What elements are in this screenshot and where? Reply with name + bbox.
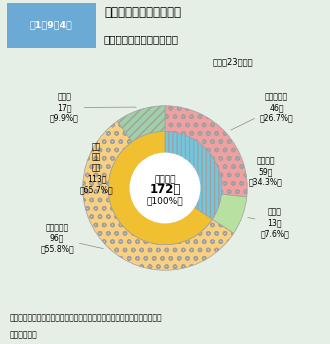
Text: 172人: 172人 xyxy=(149,183,181,196)
Circle shape xyxy=(130,153,200,223)
Text: 負傷者数: 負傷者数 xyxy=(154,175,176,184)
Text: 第1－9－4図: 第1－9－4図 xyxy=(30,20,73,29)
Text: 漏えい
17人
（9.9%）: 漏えい 17人 （9.9%） xyxy=(50,92,136,123)
Wedge shape xyxy=(83,121,234,270)
Wedge shape xyxy=(108,131,212,245)
Text: 液化
石油
ガス
113人
（65.7%）: 液化 石油 ガス 113人 （65.7%） xyxy=(80,142,113,194)
Text: 作成: 作成 xyxy=(10,330,38,339)
Text: 都市ガス
59人
（34.3%）: 都市ガス 59人 （34.3%） xyxy=(249,156,282,187)
Wedge shape xyxy=(212,194,247,234)
Text: （100%）: （100%） xyxy=(147,196,183,205)
Wedge shape xyxy=(165,131,222,219)
Text: （東日本大震災を除く。）: （東日本大震災を除く。） xyxy=(104,34,179,44)
Bar xyxy=(7,3,96,48)
Text: 爆発・火災
46人
（26.7%）: 爆発・火災 46人 （26.7%） xyxy=(231,92,293,130)
Text: 爆発・火災
96人
（55.8%）: 爆発・火災 96人 （55.8%） xyxy=(40,223,103,254)
Text: ガス事故による負傷者数: ガス事故による負傷者数 xyxy=(104,6,181,19)
Text: （平成23年中）: （平成23年中） xyxy=(213,57,254,66)
Text: （備考）「都市ガス、液化石油ガス及び毒劇物等による事故状況」により: （備考）「都市ガス、液化石油ガス及び毒劇物等による事故状況」により xyxy=(10,313,162,323)
Wedge shape xyxy=(165,106,247,197)
Wedge shape xyxy=(117,106,165,142)
Text: 漏えい
13人
（7.6%）: 漏えい 13人 （7.6%） xyxy=(248,207,289,238)
